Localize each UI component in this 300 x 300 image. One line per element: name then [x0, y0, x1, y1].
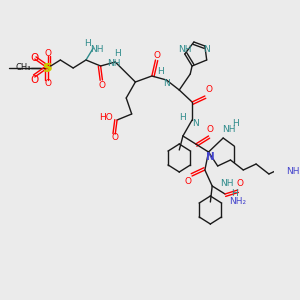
Text: NH: NH	[220, 179, 234, 188]
Text: H: H	[84, 40, 91, 49]
Text: N: N	[163, 80, 170, 88]
Text: O: O	[99, 82, 106, 91]
Text: CH₃: CH₃	[15, 64, 31, 73]
Text: S: S	[44, 63, 51, 73]
Text: O: O	[44, 50, 51, 58]
Text: NH: NH	[107, 59, 120, 68]
Text: N: N	[206, 152, 215, 162]
Text: NH₂: NH₂	[286, 167, 300, 176]
Text: H: H	[114, 50, 120, 58]
Text: O: O	[207, 125, 214, 134]
Text: N: N	[192, 119, 199, 128]
Text: S: S	[42, 62, 51, 76]
Text: NH: NH	[222, 125, 236, 134]
Text: NH: NH	[90, 46, 104, 55]
Text: H: H	[231, 190, 238, 199]
Text: O: O	[154, 52, 161, 61]
Text: NH₂: NH₂	[229, 197, 246, 206]
Text: O: O	[112, 134, 119, 142]
Text: O: O	[236, 179, 243, 188]
Text: HO: HO	[99, 113, 113, 122]
Text: H: H	[179, 113, 186, 122]
Text: H: H	[158, 68, 164, 76]
Text: O: O	[31, 53, 39, 63]
Text: O: O	[31, 75, 39, 85]
Text: O: O	[44, 80, 51, 88]
Text: O: O	[205, 85, 212, 94]
Text: O: O	[185, 178, 192, 187]
Text: H: H	[232, 119, 239, 128]
Text: N: N	[203, 46, 210, 55]
Text: NH: NH	[178, 46, 191, 55]
